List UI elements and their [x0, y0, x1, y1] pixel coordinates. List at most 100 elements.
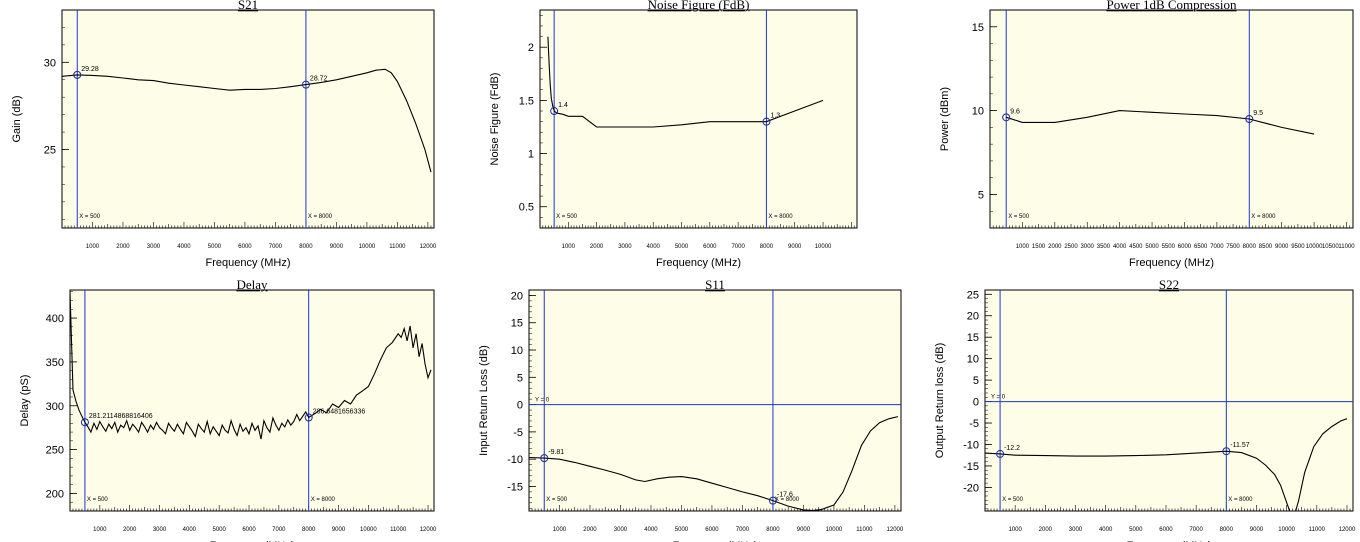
x-tick-label: 4000 — [1113, 244, 1127, 250]
vline-label: X = 500 — [79, 214, 101, 220]
x-tick-label: 4000 — [183, 527, 197, 533]
x-tick-label: 5500 — [1162, 244, 1176, 250]
y-tick-label: 15 — [967, 332, 979, 344]
x-tick-label: 7000 — [269, 244, 283, 250]
x-tick-label: 4500 — [1129, 244, 1143, 250]
x-tick-label: 2500 — [1064, 244, 1078, 250]
x-tick-label: 4000 — [647, 244, 661, 250]
x-tick-label: 2000 — [590, 244, 604, 250]
vline-label: X = 8000 — [1228, 497, 1253, 503]
y-tick-label: 25 — [967, 289, 979, 301]
x-tick-label: 9000 — [1250, 527, 1264, 533]
marker-point — [304, 413, 313, 422]
x-tick-label: 10000 — [815, 244, 832, 250]
marker-label: 9.6 — [1010, 108, 1020, 115]
series-line — [70, 291, 432, 440]
marker-point — [1245, 115, 1254, 123]
vline-label: X = 8000 — [768, 214, 793, 220]
y-tick-label: 2 — [528, 42, 534, 54]
x-tick-label: 3000 — [1081, 244, 1095, 250]
vline-label: X = 500 — [1002, 497, 1024, 503]
x-tick-label: 10000 — [826, 527, 843, 533]
y-tick-label: -10 — [963, 439, 979, 451]
x-tick-label: 11000 — [856, 527, 873, 533]
x-tick-label: 11000 — [1309, 527, 1326, 533]
y-tick-label: 0 — [973, 397, 979, 409]
y-tick-label: -15 — [507, 481, 523, 493]
y-axis-label: Gain (dB) — [11, 95, 23, 142]
x-tick-label: 8000 — [1220, 527, 1234, 533]
marker-label: -12.2 — [1004, 445, 1020, 452]
x-tick-label: 7000 — [731, 244, 745, 250]
x-tick-label: 5000 — [675, 527, 689, 533]
vline-label: X = 500 — [1008, 214, 1030, 220]
y-tick-label: 20 — [511, 290, 523, 302]
marker-label: -9.81 — [548, 449, 564, 456]
x-tick-label: 6000 — [703, 244, 717, 250]
x-tick-label: 1500 — [1032, 244, 1046, 250]
y-tick-label: -5 — [513, 427, 523, 439]
y-tick-label: 15 — [972, 22, 984, 34]
x-tick-label: 9000 — [788, 244, 802, 250]
chart-6: S22 1000 2000 3000 4000 5000 6000 7000 8000 9000 1… — [934, 277, 1356, 542]
x-tick-label: 6000 — [705, 527, 719, 533]
x-axis-label: Frequency (MHz) — [1129, 257, 1214, 269]
x-tick-label: 5000 — [1145, 244, 1159, 250]
marker-point — [1222, 447, 1231, 456]
x-tick-label: 12000 — [420, 244, 437, 250]
y-tick-label: 1.5 — [519, 95, 534, 107]
x-tick-label: 12000 — [420, 527, 437, 533]
x-tick-label: 3500 — [1097, 244, 1111, 250]
chart-title: Delay — [236, 277, 268, 292]
series-line — [1006, 110, 1315, 135]
y-tick-label: 5 — [978, 189, 984, 201]
x-tick-label: 10000 — [360, 527, 377, 533]
x-tick-label: 7500 — [1226, 244, 1240, 250]
x-tick-label: 4000 — [644, 527, 658, 533]
x-tick-label: 6000 — [238, 244, 252, 250]
x-tick-label: 8000 — [766, 527, 780, 533]
y-tick-label: 5 — [973, 375, 979, 387]
y-tick-label: -15 — [963, 461, 979, 473]
x-tick-label: 2000 — [583, 527, 597, 533]
x-tick-label: 10000 — [1278, 527, 1295, 533]
plot-area — [69, 289, 435, 512]
x-tick-label: 12000 — [887, 527, 904, 533]
y-tick-label: 400 — [46, 313, 64, 325]
x-tick-label: 1000 — [86, 244, 100, 250]
marker-label: 1.4 — [558, 102, 568, 109]
hline-label: Y = 0 — [535, 398, 550, 404]
marker-label: 9.5 — [1253, 110, 1263, 117]
y-tick-label: 300 — [46, 401, 64, 413]
x-tick-label: 6500 — [1194, 244, 1208, 250]
y-axis-label: Power (dBm) — [939, 87, 951, 151]
x-tick-label: 3000 — [1069, 527, 1083, 533]
y-tick-label: -10 — [507, 454, 523, 466]
marker-label: 28.72 — [310, 76, 328, 83]
chart-1: S21 1000 2000 3000 4000 5000 6000 7000 8000 9000 1… — [11, 0, 437, 269]
x-axis-label: Frequency (MHz) — [673, 540, 758, 542]
y-tick-label: -5 — [969, 418, 979, 430]
vline-label: X = 500 — [556, 214, 578, 220]
x-tick-label: 11000 — [389, 244, 406, 250]
marker-point — [550, 107, 559, 116]
y-axis-label: Output Return loss (dB) — [934, 343, 946, 459]
x-tick-label: 5000 — [213, 527, 227, 533]
x-axis-label: Frequency (MHz) — [206, 257, 291, 269]
x-tick-label: 7000 — [1210, 244, 1224, 250]
x-tick-label: 8000 — [1243, 244, 1257, 250]
marker-label: 281.2114868816406 — [89, 413, 153, 420]
hline-label: Y = 0 — [991, 395, 1006, 401]
x-tick-label: 3000 — [147, 244, 161, 250]
y-axis-label: Delay (pS) — [19, 375, 31, 427]
vline-label: X = 500 — [546, 497, 568, 503]
marker-point — [1002, 113, 1011, 122]
x-axis-label: Frequency (MHz) — [210, 540, 295, 542]
x-tick-label: 8000 — [760, 244, 774, 250]
chart-title: S11 — [705, 277, 725, 292]
marker-label: -17.6 — [777, 492, 793, 499]
chart-title: S21 — [238, 0, 258, 12]
x-tick-label: 6000 — [1159, 527, 1173, 533]
plot-area — [61, 9, 435, 229]
series-line — [547, 36, 824, 128]
